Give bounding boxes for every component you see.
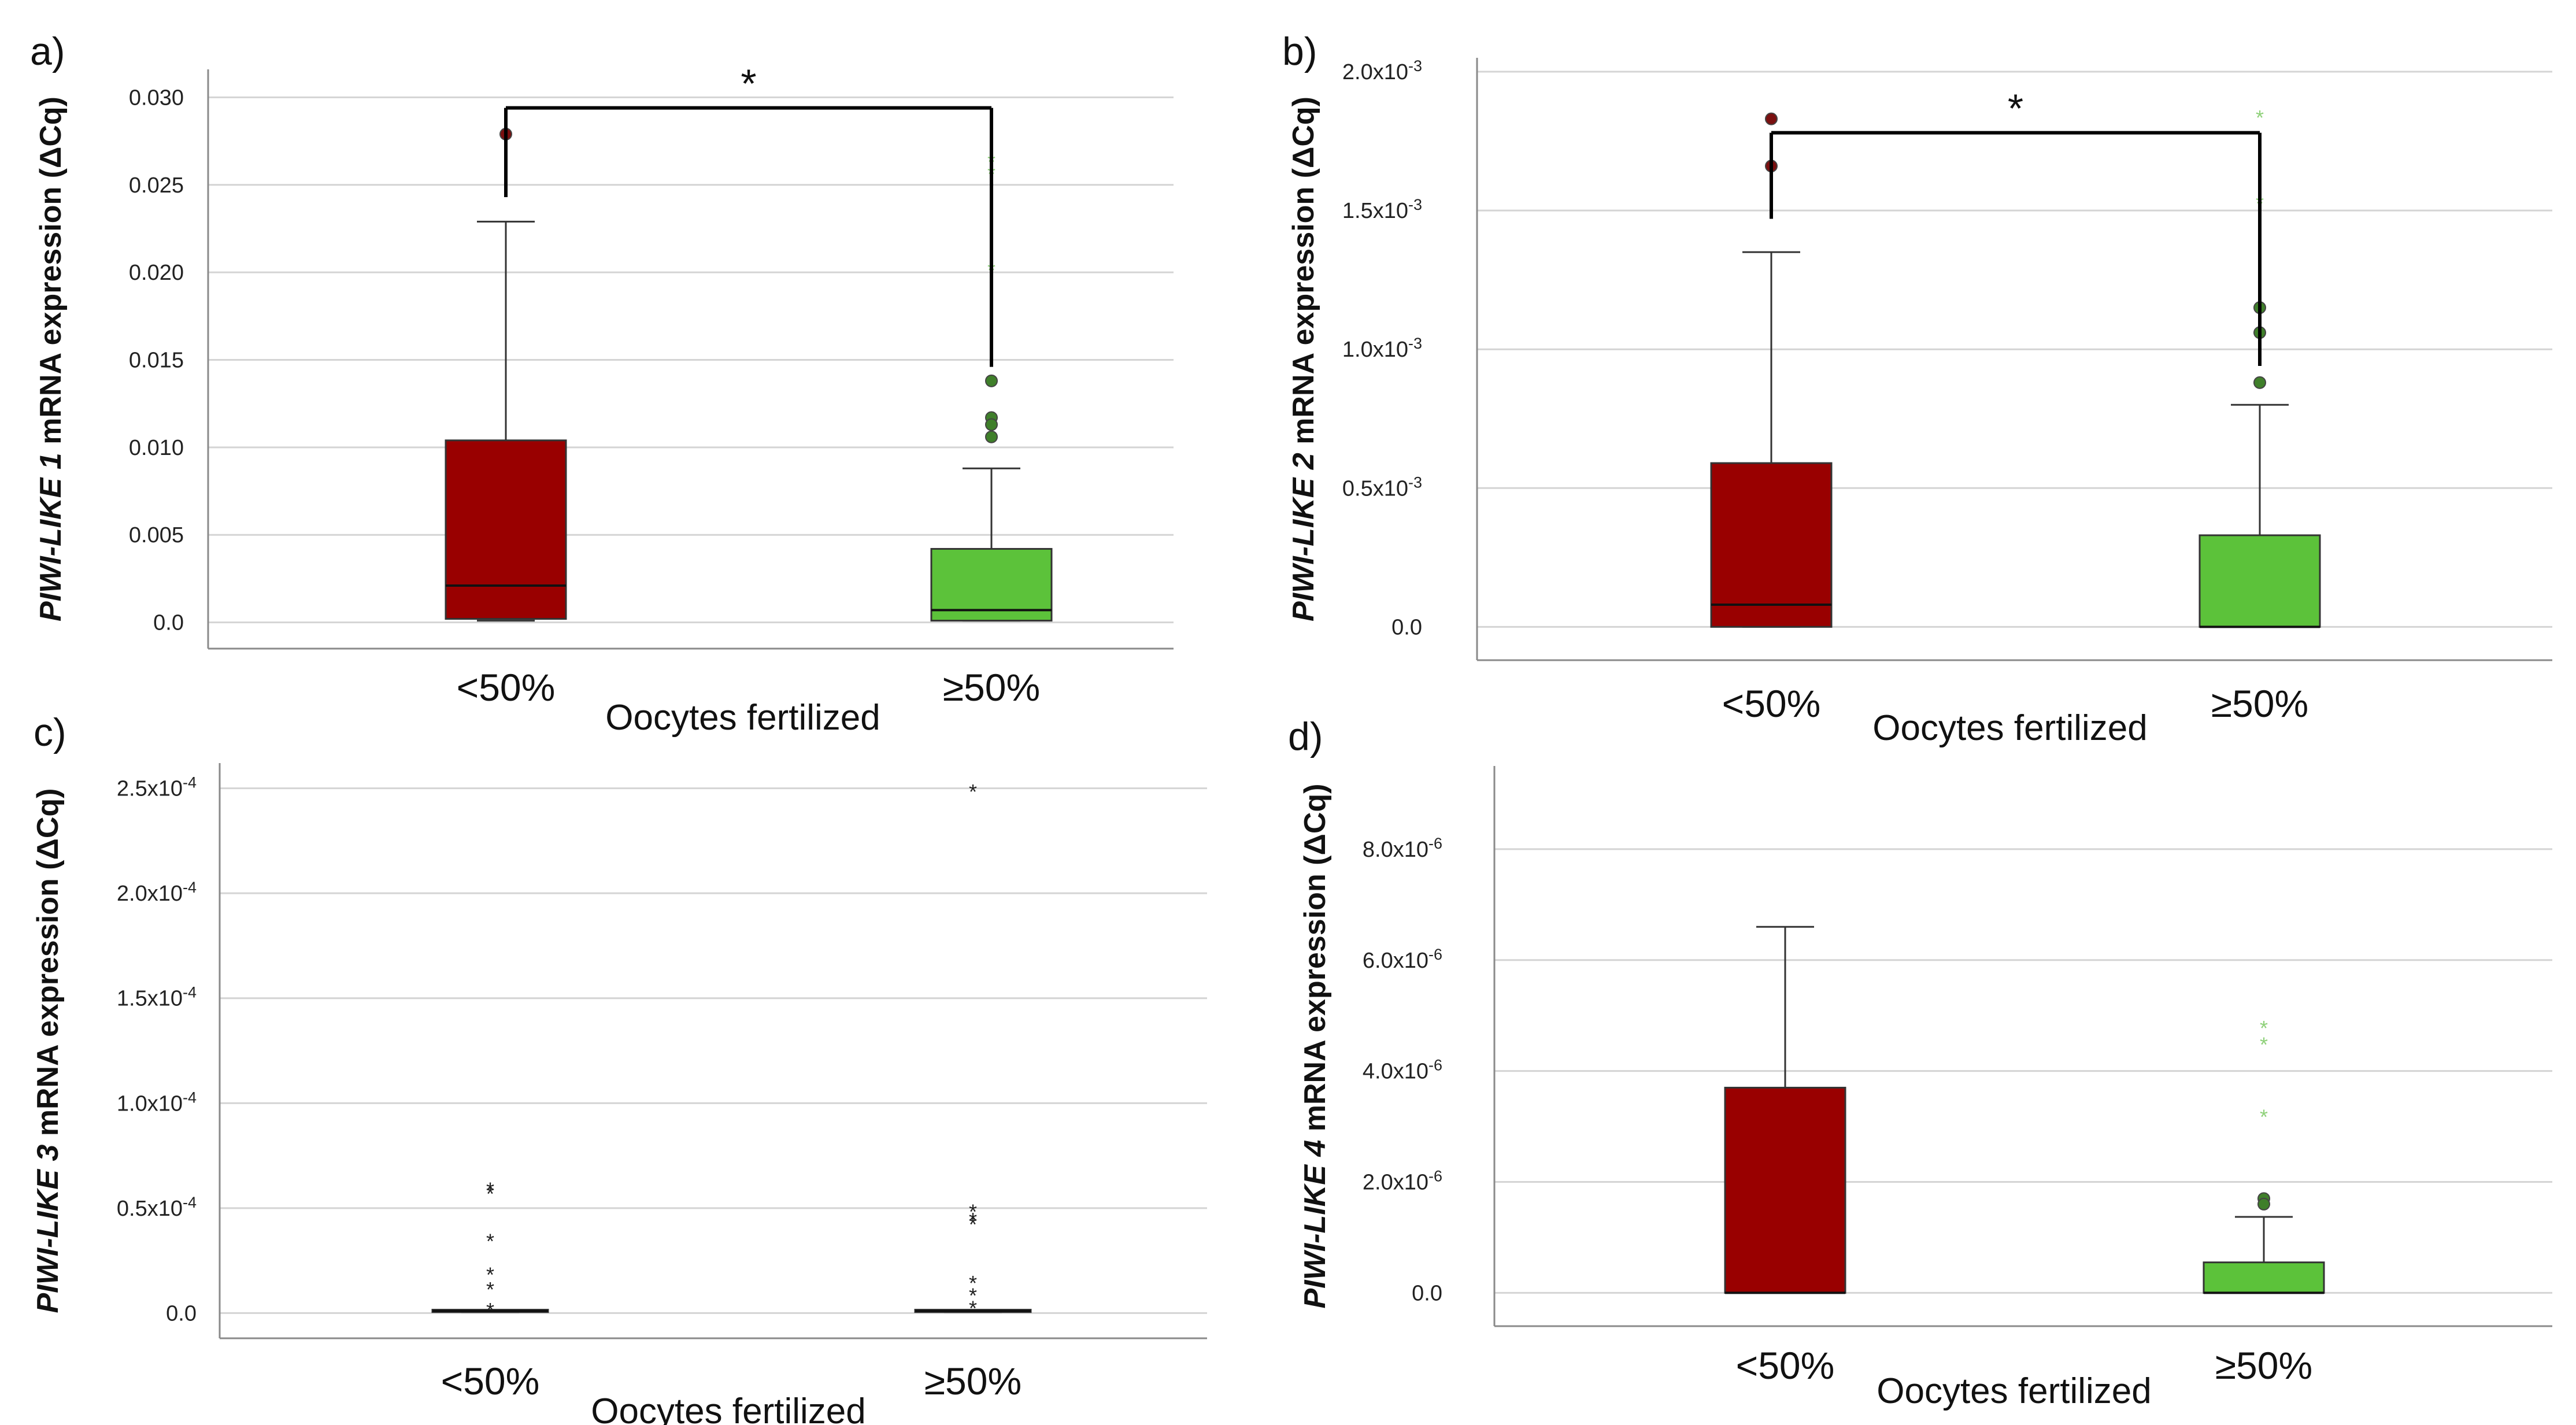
outlier-star: * bbox=[969, 1284, 977, 1308]
y-axis-title: PIWI-LIKE 2 mRNA expression (ΔCq) bbox=[1287, 97, 1320, 621]
y-axis-title: PIWI-LIKE 3 mRNA expression (ΔCq) bbox=[31, 788, 65, 1313]
outlier-star: * bbox=[969, 780, 977, 804]
y-tick-label: 0.0 bbox=[1412, 1281, 1442, 1305]
outlier-star: * bbox=[969, 1212, 977, 1236]
y-tick-label: 4.0x10-6 bbox=[1363, 1057, 1442, 1084]
y-tick-label: 0.5x10-3 bbox=[1342, 473, 1422, 501]
category-label: ≥50% bbox=[2215, 1344, 2312, 1387]
outlier-dot bbox=[985, 374, 998, 387]
outlier-star: * bbox=[2260, 1105, 2268, 1128]
y-tick-label: 1.5x10-3 bbox=[1342, 196, 1422, 223]
outlier-dot bbox=[2253, 376, 2266, 389]
outlier-dot bbox=[2257, 1197, 2270, 1211]
chart-panel-a: 0.0 0.005 0.010 0.015 0.020 0.025 0.030 a) PIWI-… bbox=[30, 29, 1174, 738]
category-label: <50% bbox=[441, 1360, 540, 1402]
category-label: <50% bbox=[457, 666, 556, 709]
panel-label: d) bbox=[1288, 715, 1323, 758]
y-tick-label: 0.0 bbox=[166, 1301, 197, 1326]
y-tick-label: 0.020 bbox=[129, 261, 184, 285]
y-tick-label: 0.0 bbox=[1391, 615, 1422, 639]
outlier-star: * bbox=[969, 1200, 977, 1223]
panel-label: a) bbox=[30, 29, 65, 73]
significance-label: * bbox=[2008, 86, 2023, 131]
category-label: <50% bbox=[1722, 682, 1821, 725]
chart-panel-b: 0.0 0.5x10-3 1.0x10-3 1.5x10-3 2.0x10-3 b) PIW… bbox=[1282, 29, 2552, 748]
box-iqr bbox=[445, 439, 567, 620]
box-iqr bbox=[2203, 1261, 2325, 1294]
outlier-dot bbox=[985, 418, 998, 431]
category-label: ≥50% bbox=[2211, 682, 2308, 725]
y-tick-label: 1.5x10-4 bbox=[117, 984, 197, 1011]
box-iqr bbox=[2199, 534, 2321, 628]
outlier-star: * bbox=[486, 1178, 494, 1201]
y-tick-label: 2.0x10-4 bbox=[117, 879, 197, 906]
outlier-star: * bbox=[486, 1229, 494, 1253]
outlier-dot bbox=[985, 430, 998, 443]
y-tick-label: 1.0x10-3 bbox=[1342, 335, 1422, 362]
chart-panel-c: 0.0 0.5x10-4 1.0x10-4 1.5x10-4 2.0x10-4 2.5x1… bbox=[31, 710, 1207, 1425]
y-tick-label: 2.5x10-4 bbox=[117, 774, 197, 801]
category-label: ≥50% bbox=[943, 666, 1040, 709]
y-tick-label: 2.0x10-3 bbox=[1342, 57, 1422, 84]
y-tick-label: 2.0x10-6 bbox=[1363, 1168, 1442, 1195]
outlier-dot bbox=[1765, 112, 1778, 125]
panel-label: c) bbox=[34, 710, 66, 754]
outlier-star: * bbox=[486, 1278, 494, 1301]
category-label: ≥50% bbox=[924, 1360, 1021, 1402]
outlier-star: * bbox=[486, 1298, 494, 1322]
y-tick-label: 8.0x10-6 bbox=[1363, 835, 1442, 862]
x-axis-title: Oocytes fertilized bbox=[1872, 708, 2148, 748]
outlier-star: * bbox=[969, 1208, 977, 1232]
y-tick-label: 0.010 bbox=[129, 436, 184, 460]
outlier-star: * bbox=[969, 1297, 977, 1320]
x-axis-title: Oocytes fertilized bbox=[605, 698, 880, 738]
significance-label: * bbox=[741, 61, 756, 106]
outlier-star: * bbox=[486, 1263, 494, 1286]
y-tick-label: 0.0 bbox=[153, 611, 184, 635]
box-iqr bbox=[1724, 1086, 1846, 1294]
outlier-star: * bbox=[486, 1182, 494, 1206]
x-axis-title: Oocytes fertilized bbox=[1877, 1371, 2152, 1411]
chart-panel-d: 0.0 2.0x10-6 4.0x10-6 6.0x10-6 8.0x10-6 d) PIW… bbox=[1288, 715, 2552, 1411]
y-tick-label: 0.015 bbox=[129, 349, 184, 373]
panel-label: b) bbox=[1282, 29, 1317, 73]
outlier-star: * bbox=[2256, 106, 2264, 129]
y-tick-label: 6.0x10-6 bbox=[1363, 946, 1442, 973]
box-iqr bbox=[930, 547, 1053, 622]
category-label: <50% bbox=[1736, 1344, 1835, 1387]
box-iqr bbox=[1710, 462, 1833, 628]
y-tick-label: 0.5x10-4 bbox=[117, 1194, 197, 1221]
y-axis-title: PIWI-LIKE 4 mRNA expression (ΔCq) bbox=[1298, 783, 1332, 1308]
y-tick-label: 0.005 bbox=[129, 523, 184, 547]
outlier-star: * bbox=[2260, 1033, 2268, 1057]
outlier-star: * bbox=[969, 1271, 977, 1295]
x-axis-title: Oocytes fertilized bbox=[591, 1391, 866, 1425]
y-tick-label: 0.025 bbox=[129, 173, 184, 198]
y-tick-label: 1.0x10-4 bbox=[117, 1089, 197, 1116]
y-tick-label: 0.030 bbox=[129, 86, 184, 110]
y-axis-title: PIWI-LIKE 1 mRNA expression (ΔCq) bbox=[34, 97, 68, 621]
outlier-star: * bbox=[2260, 1016, 2268, 1040]
